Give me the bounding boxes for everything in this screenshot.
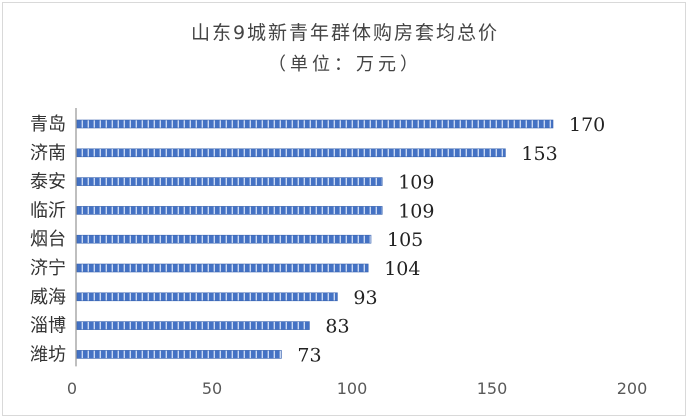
bar [76,177,383,186]
bar [76,292,338,302]
category-label: 淄博 [30,316,66,337]
data-label: 93 [353,287,377,309]
bar [76,321,310,330]
bar [76,350,282,359]
category-label: 临沂 [30,200,66,221]
data-label: 109 [398,172,434,194]
x-tick-label: 100 [337,379,368,398]
chart-title: 山东9城新青年群体购房套均总价 [190,22,500,44]
data-label: 109 [398,200,434,222]
category-label: 济宁 [30,258,66,279]
x-tick-label: 200 [617,379,648,398]
category-label: 泰安 [30,172,66,193]
x-tick-label: 150 [477,379,508,398]
category-label: 潍坊 [30,344,66,365]
bar [76,263,369,273]
bar [76,119,554,129]
x-tick-label: 0 [67,379,77,398]
data-label: 105 [387,229,423,251]
category-label: 青岛 [30,114,66,135]
chart-subtitle: （单位：万元） [268,54,422,75]
data-label: 153 [521,143,557,165]
category-label: 济南 [30,143,66,164]
bar [76,234,372,244]
x-tick-label: 50 [202,379,222,398]
bar [76,206,383,215]
data-label: 83 [325,316,349,338]
data-label: 73 [297,344,321,366]
data-label: 170 [569,114,605,136]
category-label: 威海 [30,287,66,308]
category-label: 烟台 [30,229,66,250]
bar [76,148,506,158]
data-label: 104 [384,258,420,280]
